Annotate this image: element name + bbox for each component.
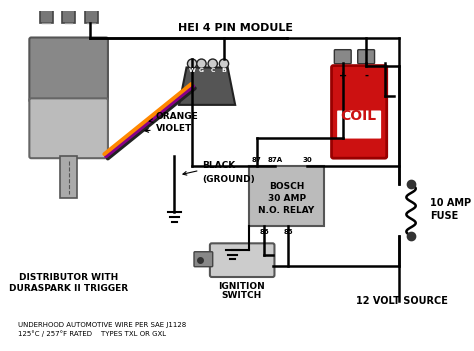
Text: N.O. RELAY: N.O. RELAY <box>258 206 315 215</box>
FancyBboxPatch shape <box>358 50 374 64</box>
Text: 10 AMP: 10 AMP <box>430 198 471 208</box>
FancyBboxPatch shape <box>331 66 387 158</box>
Text: +: + <box>339 71 347 81</box>
Text: G: G <box>199 68 204 73</box>
Text: C: C <box>210 68 215 73</box>
FancyBboxPatch shape <box>29 98 108 158</box>
Text: 86: 86 <box>259 229 269 235</box>
Text: VIOLET: VIOLET <box>145 124 192 133</box>
Circle shape <box>219 59 228 68</box>
Text: UNDERHOOD AUTOMOTIVE WIRE PER SAE J1128: UNDERHOOD AUTOMOTIVE WIRE PER SAE J1128 <box>18 322 186 328</box>
FancyBboxPatch shape <box>210 243 274 277</box>
Text: B: B <box>221 68 227 73</box>
Bar <box>84 6 98 22</box>
Text: IGNITION: IGNITION <box>219 282 265 291</box>
FancyBboxPatch shape <box>337 111 381 139</box>
Text: -: - <box>364 71 368 81</box>
Text: ORANGE: ORANGE <box>149 112 199 122</box>
Text: 30: 30 <box>302 157 312 163</box>
Text: SWITCH: SWITCH <box>221 291 262 300</box>
Text: 87A: 87A <box>268 157 283 163</box>
Polygon shape <box>179 67 235 105</box>
Circle shape <box>197 59 206 68</box>
FancyBboxPatch shape <box>334 50 351 64</box>
FancyBboxPatch shape <box>194 252 213 267</box>
Text: (GROUND): (GROUND) <box>202 175 255 184</box>
Circle shape <box>187 59 197 68</box>
Text: COIL: COIL <box>341 109 377 123</box>
Text: 125°C / 257°F RATED    TYPES TXL OR GXL: 125°C / 257°F RATED TYPES TXL OR GXL <box>18 331 166 337</box>
Text: W: W <box>189 68 196 73</box>
Text: 12 VOLT SOURCE: 12 VOLT SOURCE <box>356 296 447 306</box>
Text: HEI 4 PIN MODULE: HEI 4 PIN MODULE <box>178 23 292 33</box>
Text: DURASPARK II TRIGGER: DURASPARK II TRIGGER <box>9 284 128 293</box>
Text: 30 AMP: 30 AMP <box>267 194 306 203</box>
Text: 87: 87 <box>252 157 262 163</box>
Circle shape <box>208 59 218 68</box>
Text: BLACK: BLACK <box>183 161 236 175</box>
Text: DISTRIBUTOR WITH: DISTRIBUTOR WITH <box>19 273 118 283</box>
FancyBboxPatch shape <box>29 38 108 102</box>
Bar <box>60 156 77 198</box>
Text: 85: 85 <box>283 229 293 235</box>
Text: FUSE: FUSE <box>430 211 458 221</box>
FancyBboxPatch shape <box>249 166 324 226</box>
Bar <box>40 6 53 22</box>
Bar <box>62 6 75 22</box>
Text: BOSCH: BOSCH <box>269 182 304 191</box>
